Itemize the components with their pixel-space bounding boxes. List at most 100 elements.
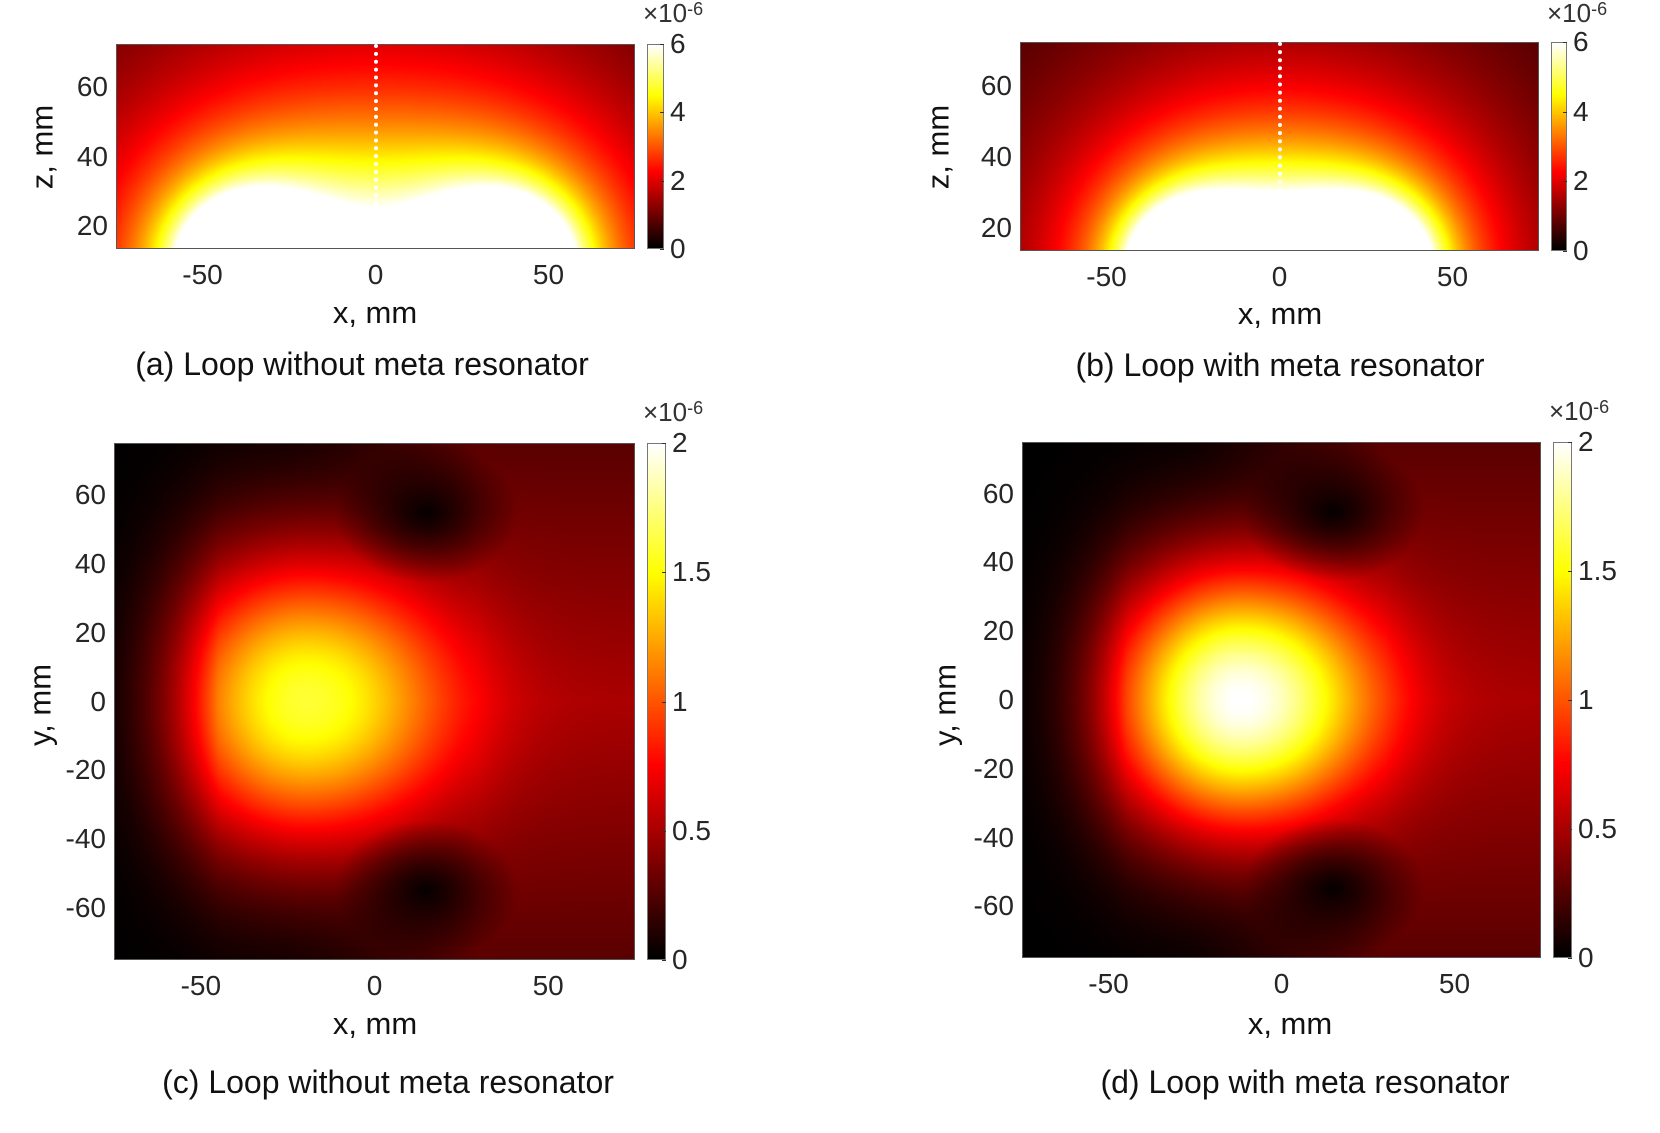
colorbar-tick-mark bbox=[1563, 42, 1567, 43]
multiplier-base: ×10 bbox=[643, 0, 688, 28]
y-tick-label: 0 bbox=[998, 684, 1014, 715]
y-tick-label: 60 bbox=[76, 71, 108, 103]
y-tick-label: 20 bbox=[76, 210, 108, 242]
colorbar-tick-label: 0 bbox=[672, 944, 688, 975]
colorbar-tick-mark bbox=[660, 249, 664, 250]
multiplier-exponent: -6 bbox=[687, 398, 704, 418]
colorbar-tick-mark bbox=[662, 830, 666, 832]
colorbar-tick-mark bbox=[1568, 442, 1572, 443]
colorbar-multiplier: ×10-6 bbox=[1547, 0, 1607, 26]
panel-caption: (a) Loop without meta resonator bbox=[135, 346, 589, 382]
panel-caption: (d) Loop with meta resonator bbox=[1100, 1064, 1510, 1100]
y-axis-label: z, mm bbox=[24, 104, 60, 190]
y-tick-label: 40 bbox=[982, 546, 1014, 578]
colorbar-tick-label: 2 bbox=[672, 427, 688, 458]
multiplier-base: ×10 bbox=[643, 397, 688, 427]
x-axis-label: x, mm bbox=[332, 1006, 418, 1041]
panel-caption: (b) Loop with meta resonator bbox=[1075, 347, 1485, 383]
colorbar-tick-mark bbox=[660, 44, 664, 45]
y-tick-label: 20 bbox=[74, 616, 106, 648]
x-tick-label: -50 bbox=[1088, 968, 1129, 999]
colorbar-gradient bbox=[1552, 43, 1566, 250]
colorbar-tick-label: 0 bbox=[670, 233, 686, 264]
y-axis-label: y, mm bbox=[927, 663, 963, 747]
colorbar bbox=[1551, 42, 1567, 251]
colorbar-tick-label: 4 bbox=[670, 96, 686, 128]
x-tick-label: 0 bbox=[1271, 261, 1288, 292]
center-dotted-line bbox=[1277, 42, 1282, 193]
colorbar-tick-mark bbox=[1568, 571, 1572, 572]
colorbar-multiplier: ×10-6 bbox=[643, 0, 703, 26]
y-tick-label: -20 bbox=[65, 754, 106, 786]
multiplier-base: ×10 bbox=[1547, 0, 1592, 28]
colorbar-tick-label: 4 bbox=[1573, 95, 1589, 127]
colorbar-gradient bbox=[1554, 443, 1571, 957]
colorbar-tick-mark bbox=[1563, 111, 1567, 113]
colorbar-tick-mark bbox=[1563, 181, 1567, 183]
colorbar-tick-label: 2 bbox=[1573, 165, 1589, 197]
colorbar-tick-label: 0.5 bbox=[672, 814, 711, 846]
x-tick-label: -50 bbox=[180, 970, 222, 1001]
y-tick-label: -60 bbox=[973, 890, 1014, 922]
colorbar-tick-label: 2 bbox=[1578, 426, 1594, 457]
multiplier-base: ×10 bbox=[1549, 396, 1594, 426]
colorbar-tick-mark bbox=[1568, 700, 1572, 701]
y-tick-label: 40 bbox=[76, 140, 108, 172]
heatmap-plot bbox=[114, 443, 635, 960]
colorbar-tick-mark bbox=[1568, 829, 1572, 830]
y-tick-label: 20 bbox=[980, 211, 1012, 243]
colorbar-tick-label: 1 bbox=[1578, 684, 1594, 715]
colorbar-tick-label: 6 bbox=[670, 28, 686, 59]
colorbar-gradient bbox=[648, 45, 663, 248]
y-tick-label: 60 bbox=[980, 70, 1012, 102]
y-tick-label: -40 bbox=[65, 823, 106, 855]
colorbar bbox=[647, 44, 664, 249]
colorbar-tick-mark bbox=[662, 572, 666, 574]
panel-caption: (c) Loop without meta resonator bbox=[162, 1064, 614, 1100]
y-axis-label: z, mm bbox=[920, 104, 956, 190]
heatmap-plot bbox=[1022, 442, 1541, 958]
colorbar-tick-label: 1.5 bbox=[672, 556, 711, 588]
colorbar-tick-label: 2 bbox=[670, 164, 686, 196]
y-tick-label: -60 bbox=[65, 892, 106, 924]
colorbar-tick-mark bbox=[662, 701, 666, 703]
colorbar-tick-mark bbox=[662, 960, 666, 961]
x-axis-label: x, mm bbox=[332, 295, 418, 330]
x-axis-label: x, mm bbox=[1237, 296, 1323, 331]
colorbar-tick-label: 0.5 bbox=[1578, 813, 1617, 844]
colorbar-gradient bbox=[648, 444, 665, 959]
x-tick-label: 50 bbox=[1438, 968, 1471, 999]
colorbar-tick-label: 0 bbox=[1578, 942, 1594, 973]
y-tick-label: -40 bbox=[973, 821, 1014, 853]
y-tick-label: 20 bbox=[982, 615, 1014, 647]
x-tick-label: 50 bbox=[532, 259, 565, 290]
heatmap-canvas bbox=[115, 444, 634, 959]
x-tick-label: 0 bbox=[367, 259, 384, 290]
y-tick-label: 40 bbox=[980, 141, 1012, 173]
x-tick-label: 0 bbox=[366, 970, 383, 1001]
x-tick-label: -50 bbox=[1086, 261, 1127, 292]
multiplier-exponent: -6 bbox=[1591, 0, 1608, 19]
x-tick-label: -50 bbox=[182, 259, 223, 290]
y-tick-label: 0 bbox=[90, 685, 106, 717]
y-tick-label: 60 bbox=[74, 478, 106, 510]
colorbar-tick-mark bbox=[660, 112, 664, 114]
y-tick-label: -20 bbox=[973, 752, 1014, 784]
colorbar-tick-mark bbox=[1568, 958, 1572, 959]
x-tick-label: 50 bbox=[532, 970, 564, 1001]
x-axis-label: x, mm bbox=[1247, 1006, 1333, 1041]
x-tick-label: 50 bbox=[1436, 261, 1469, 292]
colorbar-tick-label: 1.5 bbox=[1578, 555, 1617, 586]
colorbar-tick-label: 6 bbox=[1573, 26, 1589, 57]
multiplier-exponent: -6 bbox=[687, 0, 704, 19]
y-tick-label: 60 bbox=[982, 477, 1014, 509]
y-axis-label: y, mm bbox=[22, 663, 58, 747]
colorbar-multiplier: ×10-6 bbox=[643, 399, 703, 425]
x-tick-label: 0 bbox=[1273, 968, 1290, 999]
colorbar-tick-label: 0 bbox=[1573, 235, 1589, 266]
y-tick-label: 40 bbox=[74, 547, 106, 579]
colorbar-multiplier: ×10-6 bbox=[1549, 398, 1609, 424]
colorbar-tick-mark bbox=[1563, 251, 1567, 252]
center-dotted-line bbox=[373, 44, 378, 245]
multiplier-exponent: -6 bbox=[1593, 397, 1610, 417]
